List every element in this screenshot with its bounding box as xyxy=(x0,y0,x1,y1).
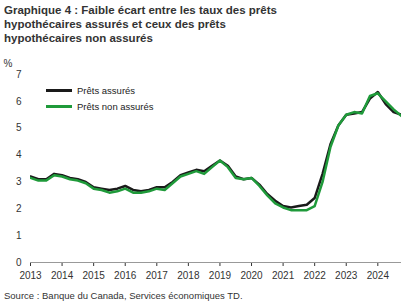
svg-text:2024: 2024 xyxy=(367,270,390,281)
svg-text:4: 4 xyxy=(16,149,22,160)
html-text:Graphique 4 : Faible écart ent: Graphique 4 : Faible écart entre les tau… xyxy=(4,4,277,44)
svg-text:6: 6 xyxy=(16,96,22,107)
svg-text:2018: 2018 xyxy=(177,270,200,281)
svg-text:7: 7 xyxy=(16,69,22,80)
svg-text:2020: 2020 xyxy=(240,270,263,281)
svg-text:2017: 2017 xyxy=(146,270,169,281)
svg-text:2021: 2021 xyxy=(272,270,295,281)
svg-text:1: 1 xyxy=(16,230,22,241)
svg-text:2: 2 xyxy=(16,203,22,214)
svg-text:2013: 2013 xyxy=(19,270,42,281)
svg-text:2023: 2023 xyxy=(335,270,358,281)
svg-text:2022: 2022 xyxy=(304,270,327,281)
svg-text:2019: 2019 xyxy=(209,270,232,281)
svg-text:5: 5 xyxy=(16,122,22,133)
svg-text:2014: 2014 xyxy=(51,270,74,281)
svg-text:%: % xyxy=(4,58,13,69)
svg-text:2016: 2016 xyxy=(114,270,137,281)
svg-text:3: 3 xyxy=(16,176,22,187)
html-text:Source : Banque du Canada, Ser: Source : Banque du Canada, Services écon… xyxy=(4,290,243,301)
html-text:Prêts non assurés: Prêts non assurés xyxy=(77,100,154,112)
svg-text:2015: 2015 xyxy=(83,270,106,281)
svg-text:0: 0 xyxy=(16,257,22,268)
html-text:Prêts assurés: Prêts assurés xyxy=(77,84,136,96)
